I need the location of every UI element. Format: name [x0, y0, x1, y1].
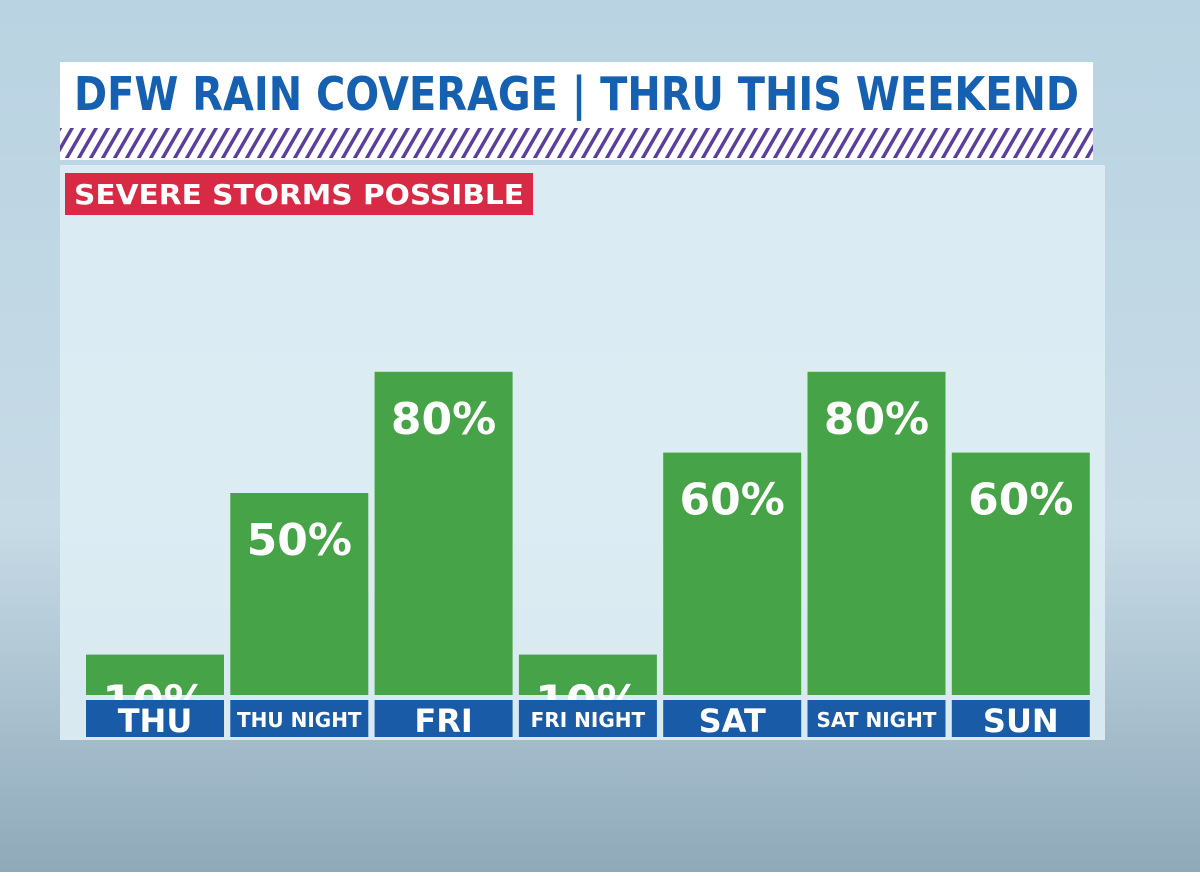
- bar: [374, 371, 513, 695]
- bar: [86, 654, 224, 695]
- x-tick-label: THU: [118, 702, 193, 740]
- bar: [951, 452, 1090, 695]
- x-tick-label: SAT NIGHT: [817, 708, 937, 732]
- panel: [60, 165, 1105, 740]
- bar: [518, 654, 657, 695]
- subtitle-badge: [65, 173, 533, 215]
- category-band: [807, 700, 946, 737]
- value-label: 60%: [968, 475, 1073, 526]
- category-band: [86, 700, 224, 737]
- category-band: [663, 700, 802, 737]
- value-label: 80%: [391, 394, 496, 445]
- hatch-stripe: [60, 128, 1093, 158]
- value-label: 80%: [824, 394, 929, 445]
- bar: [663, 452, 802, 695]
- bar: [230, 493, 369, 695]
- subtitle: SEVERE STORMS POSSIBLE: [74, 178, 524, 211]
- x-tick-label: SAT: [699, 702, 766, 740]
- x-tick-label: SUN: [983, 702, 1059, 740]
- x-tick-label: FRI NIGHT: [531, 708, 646, 732]
- category-band: [951, 700, 1090, 737]
- category-band: [374, 700, 513, 737]
- bar: [807, 371, 946, 695]
- x-tick-label: FRI: [414, 702, 472, 740]
- x-tick-label: THU NIGHT: [237, 708, 362, 732]
- value-label: 60%: [680, 475, 785, 526]
- category-band: [518, 700, 657, 737]
- category-band: [230, 700, 369, 737]
- value-label: 50%: [247, 515, 352, 566]
- chart-title: DFW RAIN COVERAGE | THRU THIS WEEKEND: [74, 67, 1079, 122]
